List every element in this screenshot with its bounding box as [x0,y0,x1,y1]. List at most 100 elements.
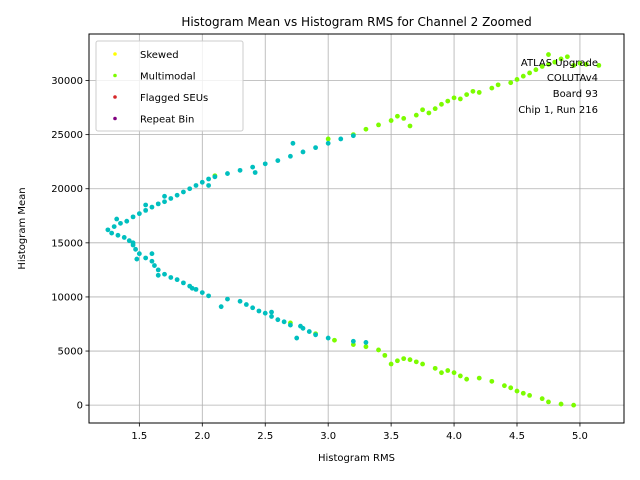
y-tick-label: 15000 [51,238,83,249]
data-point [313,145,318,151]
data-point [162,193,167,199]
x-tick-label: 5.0 [572,431,588,442]
chart-title: Histogram Mean vs Histogram RMS for Chan… [181,15,531,29]
data-point [439,101,444,107]
data-point [457,96,463,102]
series-4 [105,133,369,345]
data-point [237,298,243,304]
data-point [350,338,356,344]
data-point [313,332,318,338]
data-point [115,232,121,238]
data-point [174,277,180,283]
data-point [136,251,142,257]
data-point [298,323,303,329]
x-tick-label: 2.5 [257,431,273,442]
data-point [269,314,274,319]
data-point [489,378,495,384]
legend-box [95,40,244,132]
data-point [401,116,407,121]
data-point [193,183,199,188]
data-point [571,402,577,408]
data-point [162,271,167,277]
data-points [105,52,602,408]
data-point [199,290,205,296]
data-point [388,361,394,367]
data-point [189,285,195,291]
data-point [275,317,281,323]
data-point [155,272,161,278]
x-tick-label: 3.0 [320,431,336,442]
data-point [243,302,249,307]
data-point [350,133,356,139]
x-axis-label: Histogram RMS [318,453,395,464]
annotation-line-4: Chip 1, Run 216 [518,105,598,116]
data-point [470,88,476,94]
data-point [288,153,293,159]
data-point [130,214,136,220]
data-point [571,62,577,68]
data-point [218,304,224,310]
data-point [269,309,274,315]
data-point [237,167,243,173]
x-tick-label: 4.5 [509,431,525,442]
data-point [155,201,161,207]
data-point [325,140,331,146]
legend-marker [113,95,117,99]
data-point [533,67,539,73]
data-point [262,310,268,316]
x-tick-label: 4.0 [446,431,462,442]
data-point [206,183,211,188]
data-point [124,218,130,224]
data-point [338,136,344,142]
data-point [413,112,419,118]
data-point [155,267,161,273]
data-point [149,258,155,264]
data-point [275,158,281,164]
data-point [325,335,331,341]
data-point [212,174,218,180]
data-point [332,337,337,343]
data-point [136,211,142,217]
data-point [225,296,230,302]
data-point [552,59,558,65]
data-point [109,230,115,236]
data-point [445,98,451,104]
data-point [250,164,256,170]
data-point [527,393,532,398]
data-point [118,220,123,226]
data-point [281,319,287,325]
legend: Skewed Multimodal Flagged SEUs Repeat Bin [95,40,244,132]
data-point [426,110,432,116]
data-point [489,85,495,91]
data-point [143,255,149,261]
data-point [325,136,331,142]
data-point [306,329,312,334]
data-point [457,373,463,379]
legend-label: Skewed [140,50,179,61]
data-point [527,70,532,76]
data-point [464,376,470,382]
legend-marker [113,116,117,121]
data-point [143,207,149,213]
data-point [250,305,256,311]
data-point [432,106,438,112]
data-point [539,64,545,69]
annotation-line-3: Board 93 [553,89,598,100]
data-point [546,61,551,67]
data-point [577,60,583,66]
y-tick-label: 0 [77,401,83,412]
data-point [539,396,545,402]
data-point [445,368,451,373]
series-1 [212,52,602,408]
legend-label: Flagged SEUs [140,93,208,104]
data-point [420,107,425,113]
data-point [476,375,482,381]
legend-label: Multimodal [140,72,196,83]
data-point [420,361,425,367]
data-point [495,82,501,88]
data-point [149,251,155,257]
data-point [388,118,394,123]
data-point [168,196,174,201]
data-point [451,95,457,101]
